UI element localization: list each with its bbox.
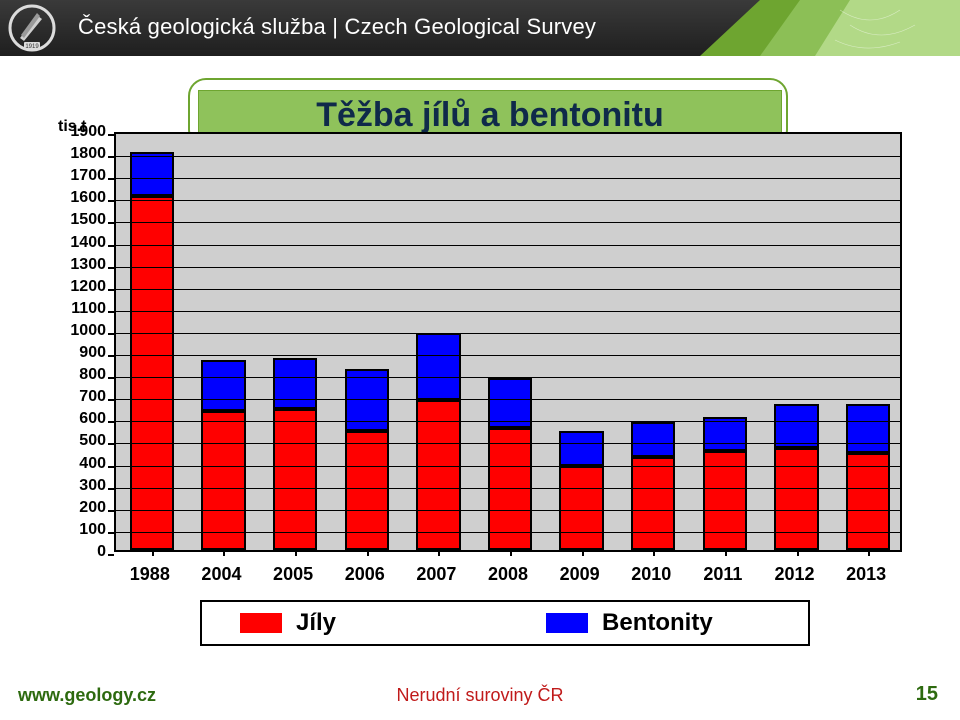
org-logo: 1919 [8,4,64,52]
bar-segment-jily [846,453,890,550]
footer-url: www.geology.cz [18,685,156,706]
x-tick-label: 2005 [273,564,313,585]
y-tick-label: 0 [58,544,106,560]
legend-item: Bentonity [546,609,713,637]
y-tick-label: 800 [58,367,106,383]
legend: Jíly Bentonity [200,600,810,646]
y-tick-label: 300 [58,478,106,494]
plot-region [114,132,902,552]
y-tick-label: 400 [58,456,106,472]
x-tick-label: 2009 [560,564,600,585]
bar-segment-bentonity [416,333,460,399]
legend-label-bentonity: Bentonity [602,609,713,637]
chart-area: tis.t 1900180017001600150014001300120011… [58,118,902,628]
y-tick-label: 1400 [58,235,106,251]
bar-segment-bentonity [273,358,317,409]
x-tick-label: 2007 [416,564,456,585]
y-tick-label: 500 [58,433,106,449]
legend-swatch-jily [240,613,282,633]
legend-label-jily: Jíly [296,609,336,637]
x-tick-label: 2012 [775,564,815,585]
header-bar: 1919 Česká geologická služba | Czech Geo… [0,0,960,56]
bar-segment-bentonity [774,404,818,448]
y-tick-label: 200 [58,500,106,516]
x-tick-label: 2011 [703,564,742,585]
bar-segment-bentonity [631,422,675,457]
y-tick-label: 1100 [58,301,106,317]
x-tick-label: 1988 [130,564,170,585]
y-tick-label: 1800 [58,146,106,162]
bar-segment-bentonity [559,431,603,466]
bar-segment-jily [631,457,675,550]
legend-swatch-bentonity [546,613,588,633]
y-tick-label: 1500 [58,212,106,228]
x-tick-label: 2006 [345,564,385,585]
x-tick-label: 2008 [488,564,528,585]
bar-segment-jily [201,411,245,550]
header-decoration [640,0,960,56]
bar-segment-jily [559,466,603,550]
bar-segment-bentonity [846,404,890,453]
y-tick-label: 1900 [58,124,106,140]
x-tick-label: 2013 [846,564,886,585]
bar-segment-jily [130,196,174,550]
y-tick-label: 1600 [58,190,106,206]
page-number: 15 [916,683,938,706]
y-tick-label: 700 [58,389,106,405]
y-tick-label: 1300 [58,257,106,273]
y-tick-label: 600 [58,411,106,427]
bar-segment-jily [774,448,818,550]
y-tick-label: 900 [58,345,106,361]
bar-segment-bentonity [201,360,245,411]
y-tick-label: 1200 [58,279,106,295]
legend-item: Jíly [240,609,336,637]
x-tick-label: 2004 [201,564,241,585]
logo-year: 1919 [25,44,39,50]
y-tick-label: 1000 [58,323,106,339]
footer-subtitle: Nerudní suroviny ČR [396,685,563,706]
bar-segment-bentonity [130,152,174,196]
y-tick-label: 100 [58,522,106,538]
org-name: Česká geologická služba | Czech Geologic… [78,14,596,40]
y-tick-label: 1700 [58,168,106,184]
bar-segment-jily [273,409,317,550]
slide-root: { "header": { "org_name": "Česká geologi… [0,0,960,720]
x-tick-label: 2010 [631,564,671,585]
